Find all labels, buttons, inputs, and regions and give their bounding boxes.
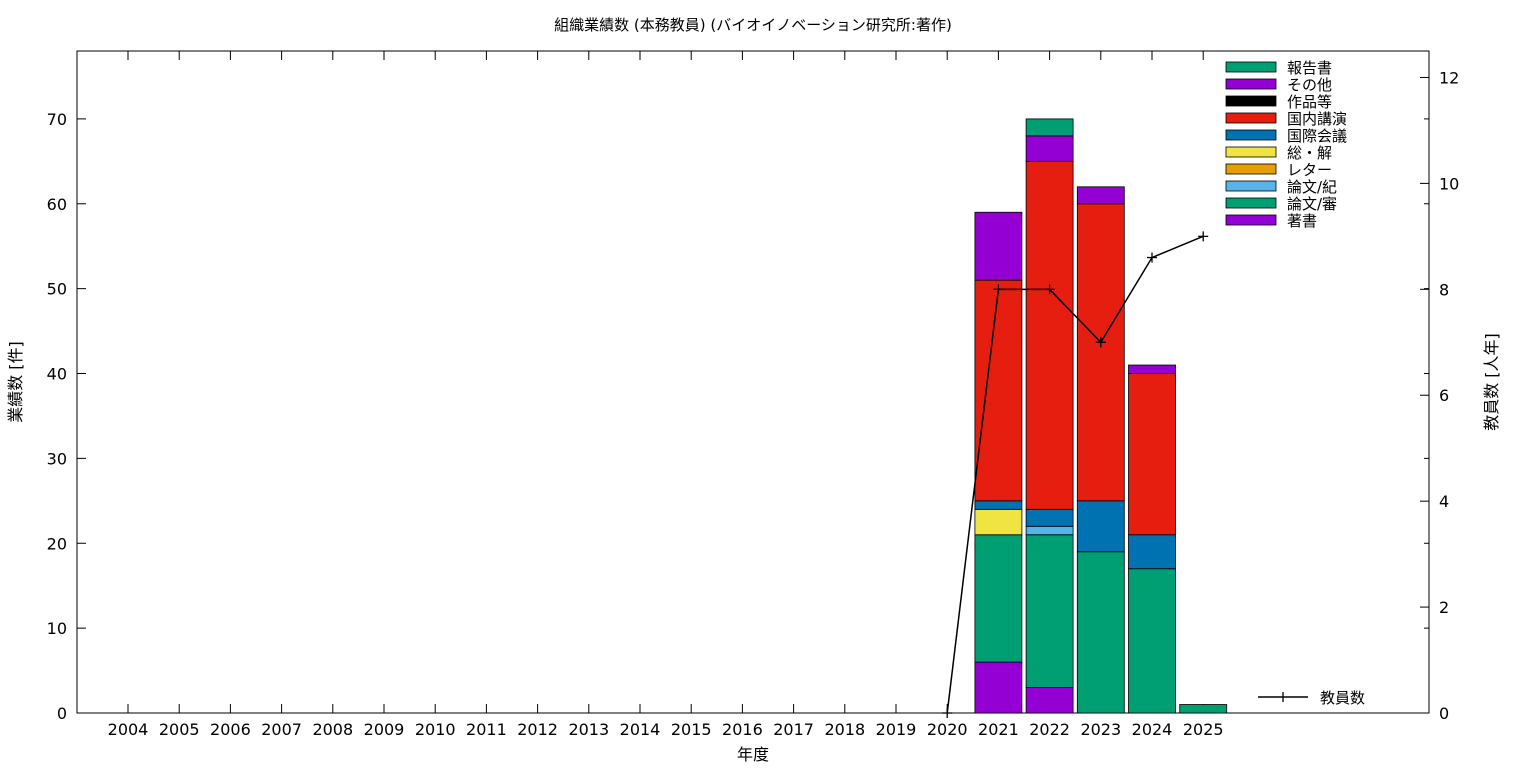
x-tick-label: 2011 [466,720,507,739]
teacher-count-line [946,235,1204,714]
y-tick-label: 20 [47,534,67,553]
x-tick-label: 2023 [1080,720,1121,739]
x-tick-label: 2009 [364,720,405,739]
y-tick-label: 10 [47,619,67,638]
y2-tick-label: 0 [1439,704,1449,723]
legend-label: 論文/紀 [1287,178,1337,196]
x-tick-label: 2025 [1183,720,1224,739]
bar-segment [1025,687,1074,714]
bar-segment [1025,160,1074,510]
x-tick-label: 2004 [108,720,149,739]
y2-tick-label: 6 [1439,386,1449,405]
legend-swatch [1225,180,1277,192]
y-tick-label: 50 [47,280,67,299]
y2-axis-label: 教員数 [人年] [1482,333,1501,431]
bar-segment [1025,135,1074,162]
y2-tick-label: 2 [1439,598,1449,617]
y2-tick-label: 12 [1439,68,1459,87]
bar-segment [1076,186,1125,205]
bar-segment [974,534,1023,663]
bar-segment [974,508,1023,536]
x-tick-label: 2021 [978,720,1019,739]
bar-segment [974,211,1023,281]
y-tick-label: 0 [57,704,67,723]
legend-label: 作品等 [1287,93,1332,111]
bar-segment [974,500,1023,510]
legend-label: 国内講演 [1287,110,1347,128]
y-tick-label: 70 [47,110,67,129]
legend-label: 総・解 [1287,144,1332,162]
y2-tick-label: 4 [1439,492,1449,511]
bar-segment [974,661,1023,714]
bar-segment [1025,508,1074,527]
bar-segment [1128,364,1176,374]
x-tick-label: 2012 [517,720,558,739]
x-tick-label: 2006 [210,720,251,739]
bar-segment [1128,568,1176,714]
x-axis-label: 年度 [737,745,769,764]
bar-segment [1025,525,1074,536]
legend-label: レター [1287,161,1332,179]
legend-swatch [1225,61,1277,73]
legend-label: 国際会議 [1287,127,1347,145]
y2-tick-label: 10 [1439,174,1459,193]
y-tick-label: 60 [47,195,67,214]
y-axis-label: 業績数 [件] [6,341,25,423]
plot-area: 0 10 20 30 40 50 60 70 0 2 4 6 8 10 12 2004 2005 2006 2007… [47,50,1459,739]
x-tick-label: 2007 [261,720,302,739]
x-tick-label: 2017 [773,720,814,739]
legend-label: 著書 [1287,212,1317,230]
legend-swatch [1225,163,1277,175]
x-tick-label: 2020 [927,720,968,739]
legend-swatch [1225,129,1277,141]
x-tick-label: 2005 [159,720,200,739]
x-tick-label: 2022 [1029,720,1070,739]
legend-swatch [1225,146,1277,158]
x-tick-label: 2014 [620,720,661,739]
x-tick-label: 2016 [722,720,763,739]
bar-segment [1179,704,1228,714]
x-tick-label: 2008 [312,720,353,739]
legend-swatch [1225,112,1277,124]
y2-tick-label: 8 [1439,280,1449,299]
x-tick-label: 2010 [415,720,456,739]
legend-swatch [1225,197,1277,209]
legend-label: 報告書 [1287,59,1332,77]
y-tick-label: 30 [47,449,67,468]
legend-label: 論文/審 [1287,195,1337,213]
legend-swatch [1225,214,1277,226]
x-tick-label: 2024 [1132,720,1173,739]
y-tick-label: 40 [47,365,67,384]
x-tick-label: 2018 [824,720,865,739]
bar-segment [1128,534,1176,570]
bar-segment [1025,118,1074,137]
chart-title: 組織業績数 (本務教員) (バイオイノベーション研究所:著作) [554,16,952,34]
legend-swatch [1225,78,1277,90]
bar-segment [1025,534,1074,688]
bar-segment [1076,551,1125,714]
line-legend-label: 教員数 [1320,689,1365,707]
plot-frame [76,50,1430,714]
x-tick-label: 2015 [671,720,712,739]
x-tick-label: 2013 [568,720,609,739]
legend-swatch [1225,95,1277,107]
x-tick-label: 2019 [876,720,917,739]
bar-segment [1128,373,1176,536]
bar-segment [1076,500,1125,553]
bar-segment [1076,203,1125,502]
legend-label: その他 [1287,76,1332,94]
bar-segment [974,279,1023,502]
